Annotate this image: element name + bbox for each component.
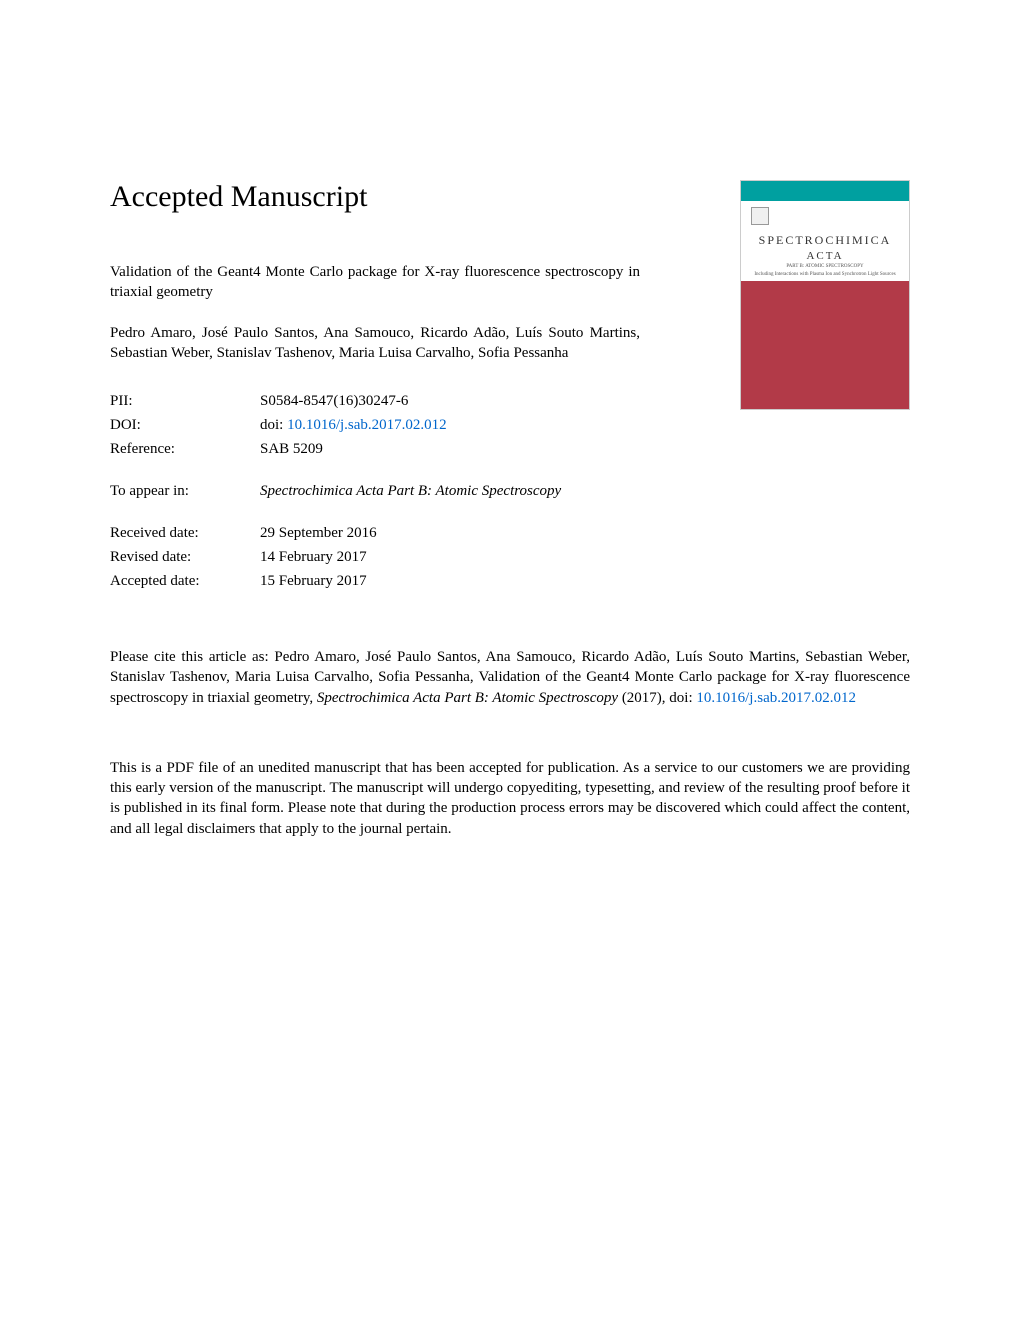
disclaimer-text: This is a PDF file of an unedited manusc… <box>110 758 910 839</box>
meta-row-reference: Reference: SAB 5209 <box>110 437 910 461</box>
meta-label-received: Received date: <box>110 521 260 545</box>
citation-block: Please cite this article as: Pedro Amaro… <box>110 647 910 708</box>
meta-row-received: Received date: 29 September 2016 <box>110 521 910 545</box>
article-authors: Pedro Amaro, José Paulo Santos, Ana Samo… <box>110 323 640 364</box>
cover-subtitle-1: PART B: ATOMIC SPECTROSCOPY <box>741 264 909 270</box>
journal-cover-thumbnail: SPECTROCHIMICA ACTA PART B: ATOMIC SPECT… <box>740 180 910 410</box>
meta-label-appear: To appear in: <box>110 479 260 503</box>
meta-label-revised: Revised date: <box>110 545 260 569</box>
doi-link[interactable]: 10.1016/j.sab.2017.02.012 <box>287 417 447 433</box>
meta-row-appear: To appear in: Spectrochimica Acta Part B… <box>110 479 910 503</box>
meta-value-accepted: 15 February 2017 <box>260 569 367 593</box>
meta-value-pii: S0584-8547(16)30247-6 <box>260 389 408 413</box>
meta-value-reference: SAB 5209 <box>260 437 323 461</box>
metadata-appear: To appear in: Spectrochimica Acta Part B… <box>110 479 910 503</box>
citation-doi-link[interactable]: 10.1016/j.sab.2017.02.012 <box>696 690 856 706</box>
citation-journal: Spectrochimica Acta Part B: Atomic Spect… <box>317 690 618 706</box>
cover-bottom-panel <box>741 281 909 409</box>
meta-value-revised: 14 February 2017 <box>260 545 367 569</box>
meta-value-appear: Spectrochimica Acta Part B: Atomic Spect… <box>260 479 561 503</box>
doi-prefix: doi: <box>260 417 287 433</box>
meta-label-accepted: Accepted date: <box>110 569 260 593</box>
publisher-logo-icon <box>751 207 769 225</box>
meta-value-doi: doi: 10.1016/j.sab.2017.02.012 <box>260 413 447 437</box>
metadata-dates: Received date: 29 September 2016 Revised… <box>110 521 910 593</box>
article-title: Validation of the Geant4 Monte Carlo pac… <box>110 262 640 303</box>
meta-row-revised: Revised date: 14 February 2017 <box>110 545 910 569</box>
meta-row-doi: DOI: doi: 10.1016/j.sab.2017.02.012 <box>110 413 910 437</box>
cover-subtitle-2: Including Interactions with Plasma Ion a… <box>741 272 909 278</box>
meta-label-pii: PII: <box>110 389 260 413</box>
citation-year: (2017), doi: <box>618 690 696 706</box>
meta-label-doi: DOI: <box>110 413 260 437</box>
cover-acta: ACTA <box>741 250 909 262</box>
cover-top-bar <box>741 181 909 201</box>
meta-row-accepted: Accepted date: 15 February 2017 <box>110 569 910 593</box>
cover-journal-name: SPECTROCHIMICA <box>741 233 909 248</box>
meta-label-reference: Reference: <box>110 437 260 461</box>
meta-value-received: 29 September 2016 <box>260 521 377 545</box>
